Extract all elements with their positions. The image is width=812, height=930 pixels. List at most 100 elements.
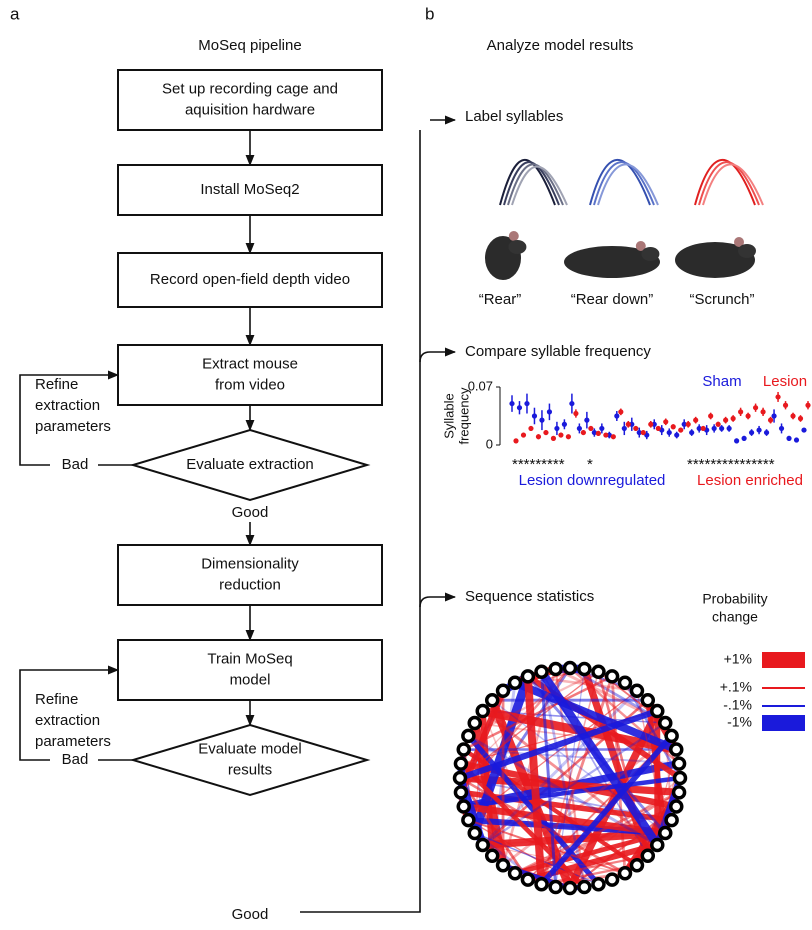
mouse-body	[675, 242, 755, 278]
legend-label: +.1%	[720, 679, 752, 695]
point	[741, 435, 747, 441]
network-edge	[463, 803, 666, 837]
section-title: Sequence statistics	[465, 588, 594, 605]
network-node	[452, 770, 468, 786]
label: Good	[232, 504, 269, 521]
network-edge	[459, 762, 586, 889]
point	[509, 400, 515, 407]
connector	[419, 596, 431, 608]
network-edge	[482, 722, 666, 846]
point	[539, 417, 545, 423]
point	[797, 415, 804, 422]
point	[535, 434, 542, 440]
network-node	[548, 661, 563, 677]
point	[801, 427, 807, 433]
network-node	[534, 664, 549, 679]
point	[734, 438, 740, 444]
refine-label: extraction	[35, 712, 100, 729]
point	[708, 413, 714, 419]
point	[748, 429, 755, 436]
feedback-arrow	[19, 665, 120, 761]
refine-label: extraction	[35, 397, 100, 414]
network-node	[484, 692, 500, 708]
network-node	[671, 785, 687, 800]
point	[618, 409, 624, 415]
network-node	[495, 683, 511, 698]
network-node	[453, 756, 469, 771]
point	[763, 429, 770, 436]
network-node	[629, 858, 645, 873]
label: reduction	[219, 576, 281, 593]
network-node	[461, 812, 476, 828]
point	[700, 425, 706, 432]
label: model	[230, 671, 271, 688]
syllable-trace	[597, 163, 659, 206]
point	[786, 435, 792, 441]
network-node	[453, 785, 469, 800]
label: Bad	[62, 456, 89, 473]
network-node	[671, 756, 687, 771]
refine-label: parameters	[35, 418, 111, 435]
point	[516, 405, 523, 411]
syllable-trace	[503, 161, 560, 206]
section-title: Label syllables	[465, 108, 563, 125]
network-node	[577, 661, 592, 677]
decision-diamond	[129, 428, 371, 502]
point	[666, 429, 672, 436]
point	[674, 432, 680, 438]
point	[591, 429, 597, 436]
label: from video	[215, 376, 285, 393]
feedback-arrow	[19, 370, 120, 466]
network-edge	[468, 819, 626, 875]
network-node	[658, 715, 673, 731]
network-node	[669, 799, 684, 814]
point	[580, 429, 586, 436]
point	[670, 424, 676, 430]
network-node	[650, 837, 665, 853]
y-axis-label: Syllable	[441, 393, 456, 439]
legend-entry: Sham	[702, 373, 741, 390]
network-node	[507, 675, 523, 690]
point	[689, 429, 695, 436]
network-node	[534, 877, 549, 892]
syllable-trace	[589, 158, 651, 206]
panel-label: a	[10, 4, 20, 23]
point	[595, 430, 601, 436]
point	[782, 402, 789, 408]
significance: *********	[512, 456, 565, 473]
label: “Rear”	[479, 291, 522, 308]
point	[550, 435, 557, 441]
network-node	[495, 858, 511, 873]
network-node	[475, 703, 490, 719]
syllable-trace	[511, 165, 568, 206]
point	[543, 429, 549, 436]
network-node	[548, 879, 563, 895]
y-axis-label: frequency	[456, 387, 471, 445]
label: Good	[232, 906, 269, 923]
mouse-ear	[635, 241, 646, 251]
network-node	[604, 872, 620, 887]
legend-label: +1%	[724, 651, 752, 667]
network-node	[672, 770, 688, 786]
network-node	[507, 866, 523, 881]
point	[793, 437, 800, 443]
network-node	[617, 675, 633, 690]
point	[730, 415, 736, 422]
mouse-head	[641, 247, 660, 261]
point	[696, 425, 702, 432]
point	[625, 421, 631, 427]
refine-label: parameters	[35, 733, 111, 750]
point	[520, 432, 527, 438]
label: Analyze model results	[487, 37, 634, 54]
point	[554, 425, 560, 432]
point	[685, 421, 691, 427]
network-node	[617, 866, 633, 881]
label: Set up recording cage and	[162, 80, 338, 97]
syllable-trace	[593, 161, 655, 206]
connector	[300, 130, 421, 913]
mouse-ear	[734, 237, 744, 247]
network-node	[562, 880, 578, 896]
point	[756, 427, 762, 433]
label: Bad	[62, 751, 89, 768]
syllable-trace	[702, 163, 764, 206]
